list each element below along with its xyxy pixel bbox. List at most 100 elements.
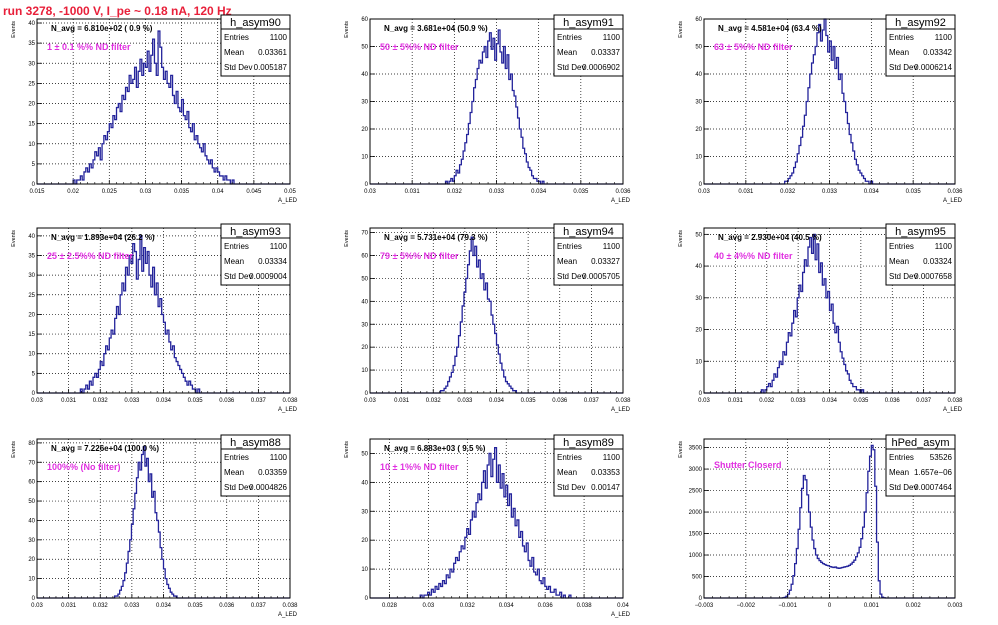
filter-annotation: 10 ± 1%% ND filter [380,462,459,472]
filter-annotation: 40 ± 4%% ND filter [714,251,793,261]
x-tick-label: 0.035 [188,398,204,404]
y-tick-label: 10 [28,577,35,583]
stats-box-title: hPed_asym [891,437,949,449]
x-tick-label: 0.045 [246,189,262,195]
x-tick-label: 0.033 [489,189,505,195]
x-tick-label: 0.032 [759,398,775,404]
stats-value: 0.0007658 [914,272,952,281]
x-tick-label: 0.035 [853,398,869,404]
y-tick-label: 50 [695,232,702,238]
stats-label: Std Dev [224,483,252,492]
stats-box-title: h_asym88 [230,437,281,449]
x-tick-label: 0.034 [822,398,838,404]
x-tick-label: 0.037 [916,398,932,404]
x-tick-label: 0.03 [31,603,43,609]
y-tick-label: 60 [361,254,368,260]
y-tick-label: 40 [28,234,35,240]
histogram-panel-h_asym90: 0.015 0.02 0.025 0.03 0.035 0.04 0.045 0.05 0 5 10… [11,14,298,204]
y-tick-label: 0 [32,596,36,602]
y-tick-label: 20 [28,102,35,108]
x-tick-label: 0.036 [219,398,235,404]
y-tick-label: 0 [699,596,703,602]
y-tick-label: 50 [28,499,35,505]
y-tick-label: 20 [361,127,368,133]
navg-label: N_avg = 3.681e+04 (50.9 %) [384,24,488,33]
navg-label: N_avg = 6.883e+03 ( 9.5 %) [384,444,486,453]
x-tick-label: 0.038 [282,398,298,404]
stats-label: Mean [889,48,909,57]
y-tick-label: 35 [28,41,35,47]
y-tick-label: 40 [28,518,35,524]
plot-frame [369,438,624,599]
x-tick-label: 0.03 [31,398,43,404]
y-tick-label: 30 [28,61,35,67]
stats-value: 0.0006214 [914,63,952,72]
stats-label: Mean [224,48,244,57]
histogram-panel-h_asym92: 0.03 0.031 0.032 0.033 0.034 0.035 0.036 0 10 20 3… [678,14,963,204]
stats-label: Std Dev [224,272,252,281]
x-tick-label: 0.034 [864,189,880,195]
x-tick-label: 0.025 [102,189,118,195]
x-tick-label: 0.038 [577,603,593,609]
x-tick-label: 0.028 [382,603,398,609]
stats-value: 0.03337 [591,48,620,57]
stats-box [885,223,956,286]
stats-label: Entries [557,453,582,462]
y-tick-label: 3500 [689,446,703,452]
navg-label: N_avg = 4.581e+04 (63.4 %) [718,24,822,33]
x-tick-label: 0.03 [140,189,152,195]
y-tick-label: 60 [361,17,368,23]
stats-label: Mean [224,257,244,266]
filter-annotation: 63 ± 5%% ND filter [714,42,793,52]
y-axis-label: Events [11,230,17,247]
stats-value: 1100 [270,33,288,42]
x-tick-label: 0.038 [282,603,298,609]
x-tick-label: 0.03 [364,398,376,404]
y-tick-label: 40 [695,72,702,78]
stats-label: Entries [224,453,249,462]
x-axis-label: A_LED [611,198,631,204]
x-axis-label: A_LED [611,407,631,413]
y-tick-label: 10 [361,155,368,161]
stats-value: 0.03334 [258,257,287,266]
y-tick-label: 80 [28,441,35,447]
y-tick-label: 50 [361,45,368,51]
x-tick-label: 0.032 [426,398,442,404]
stats-label: Mean [889,257,909,266]
x-tick-label: 0.038 [947,398,963,404]
stats-label: Entries [889,453,914,462]
stats-value: 1100 [603,242,621,251]
y-tick-label: 0 [365,596,369,602]
y-tick-label: 2000 [689,510,703,516]
x-axis-label: A_LED [943,407,963,413]
stats-box [220,223,291,286]
stats-label: Std Dev [889,272,917,281]
y-tick-label: 30 [361,100,368,106]
histogram-panel-h_asym91: 0.03 0.031 0.032 0.033 0.034 0.035 0.036 0 10 20 3… [344,14,631,204]
histogram-panel-hPed_asym: −0.003 −0.002 −0.001 0 0.001 0.002 0.003 0 500 10… [678,434,963,609]
y-axis-label: Events [678,230,684,247]
x-tick-label: 0.02 [67,189,79,195]
y-tick-label: 30 [695,100,702,106]
y-axis-label: Events [344,441,350,458]
x-tick-label: 0 [828,603,832,609]
navg-label: N_avg = 1.893e+04 (26.2 %) [51,233,155,242]
x-tick-label: 0.036 [947,189,963,195]
y-tick-label: 10 [28,142,35,148]
stats-label: Mean [557,257,577,266]
x-tick-label: 0.036 [552,398,568,404]
x-tick-label: 0.037 [251,398,267,404]
y-tick-label: 20 [361,538,368,544]
histogram-panel-h_asym89: 0.028 0.03 0.032 0.034 0.036 0.038 0.04 0 10 20 30… [344,434,631,618]
stats-value: 0.03342 [923,48,952,57]
histogram-panel-h_asym88: 0.03 0.031 0.032 0.033 0.034 0.035 0.036 0.037 0… [11,434,298,618]
stats-value: 1100 [603,453,621,462]
y-tick-label: 60 [28,480,35,486]
histogram-series-h_asym90 [37,30,290,185]
y-tick-label: 10 [695,359,702,365]
stats-label: Entries [224,33,249,42]
x-tick-label: 0.04 [212,189,224,195]
stats-value: 1100 [935,33,953,42]
x-tick-label: 0.001 [864,603,880,609]
